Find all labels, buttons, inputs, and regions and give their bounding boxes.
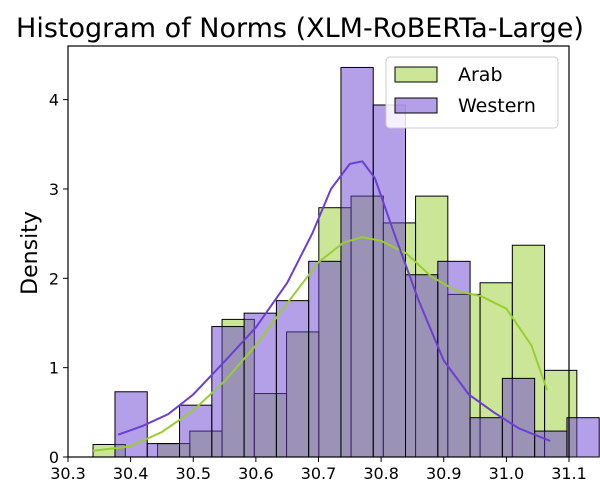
legend-label-western: Western <box>458 95 536 117</box>
y-tick-label: 0 <box>49 448 59 467</box>
plot-area: 30.3 30.4 30.5 30.6 30.7 30.8 30.9 31.0 31.1 0 1 2 3… <box>49 45 600 483</box>
legend-label-arab: Arab <box>458 64 503 86</box>
legend-swatch-arab <box>394 66 438 83</box>
x-tick-label: 30.6 <box>238 464 274 483</box>
x-tick-label: 30.9 <box>426 464 462 483</box>
kde-line-arab <box>92 236 549 452</box>
x-tick-label: 30.4 <box>113 464 149 483</box>
y-axis-label: Density <box>18 211 43 295</box>
y-tick-label: 2 <box>49 269 59 288</box>
bar-western-12 <box>501 377 536 458</box>
x-tick-label: 31.1 <box>551 464 587 483</box>
y-tick-label: 1 <box>49 359 59 378</box>
bar-western-1 <box>146 443 181 458</box>
bar-western-8 <box>372 104 407 458</box>
y-tick-label: 4 <box>49 91 59 110</box>
bar-western-6 <box>308 260 342 458</box>
bar-western-9 <box>405 274 439 458</box>
bar-western-3 <box>211 326 245 458</box>
x-tick-label: 30.8 <box>363 464 399 483</box>
kde-line-western <box>117 160 551 442</box>
bar-western-5 <box>275 300 310 458</box>
legend-swatch-western <box>394 97 438 114</box>
bar-western-7 <box>340 66 374 458</box>
x-tick-label: 30.3 <box>50 464 86 483</box>
chart-title: Histogram of Norms (XLM-RoBERTa-Large) <box>16 13 584 44</box>
legend: Arab Western <box>385 56 559 129</box>
bar-western-11 <box>469 417 503 458</box>
y-tick-label: 3 <box>49 180 59 199</box>
bar-western-2 <box>179 404 213 458</box>
bar-western-13 <box>534 430 568 458</box>
x-tick-label: 30.5 <box>175 464 211 483</box>
bar-western-14 <box>566 417 600 458</box>
x-tick-label: 31.0 <box>489 464 525 483</box>
bar-western-4 <box>243 312 277 458</box>
x-tick-label: 30.7 <box>301 464 337 483</box>
